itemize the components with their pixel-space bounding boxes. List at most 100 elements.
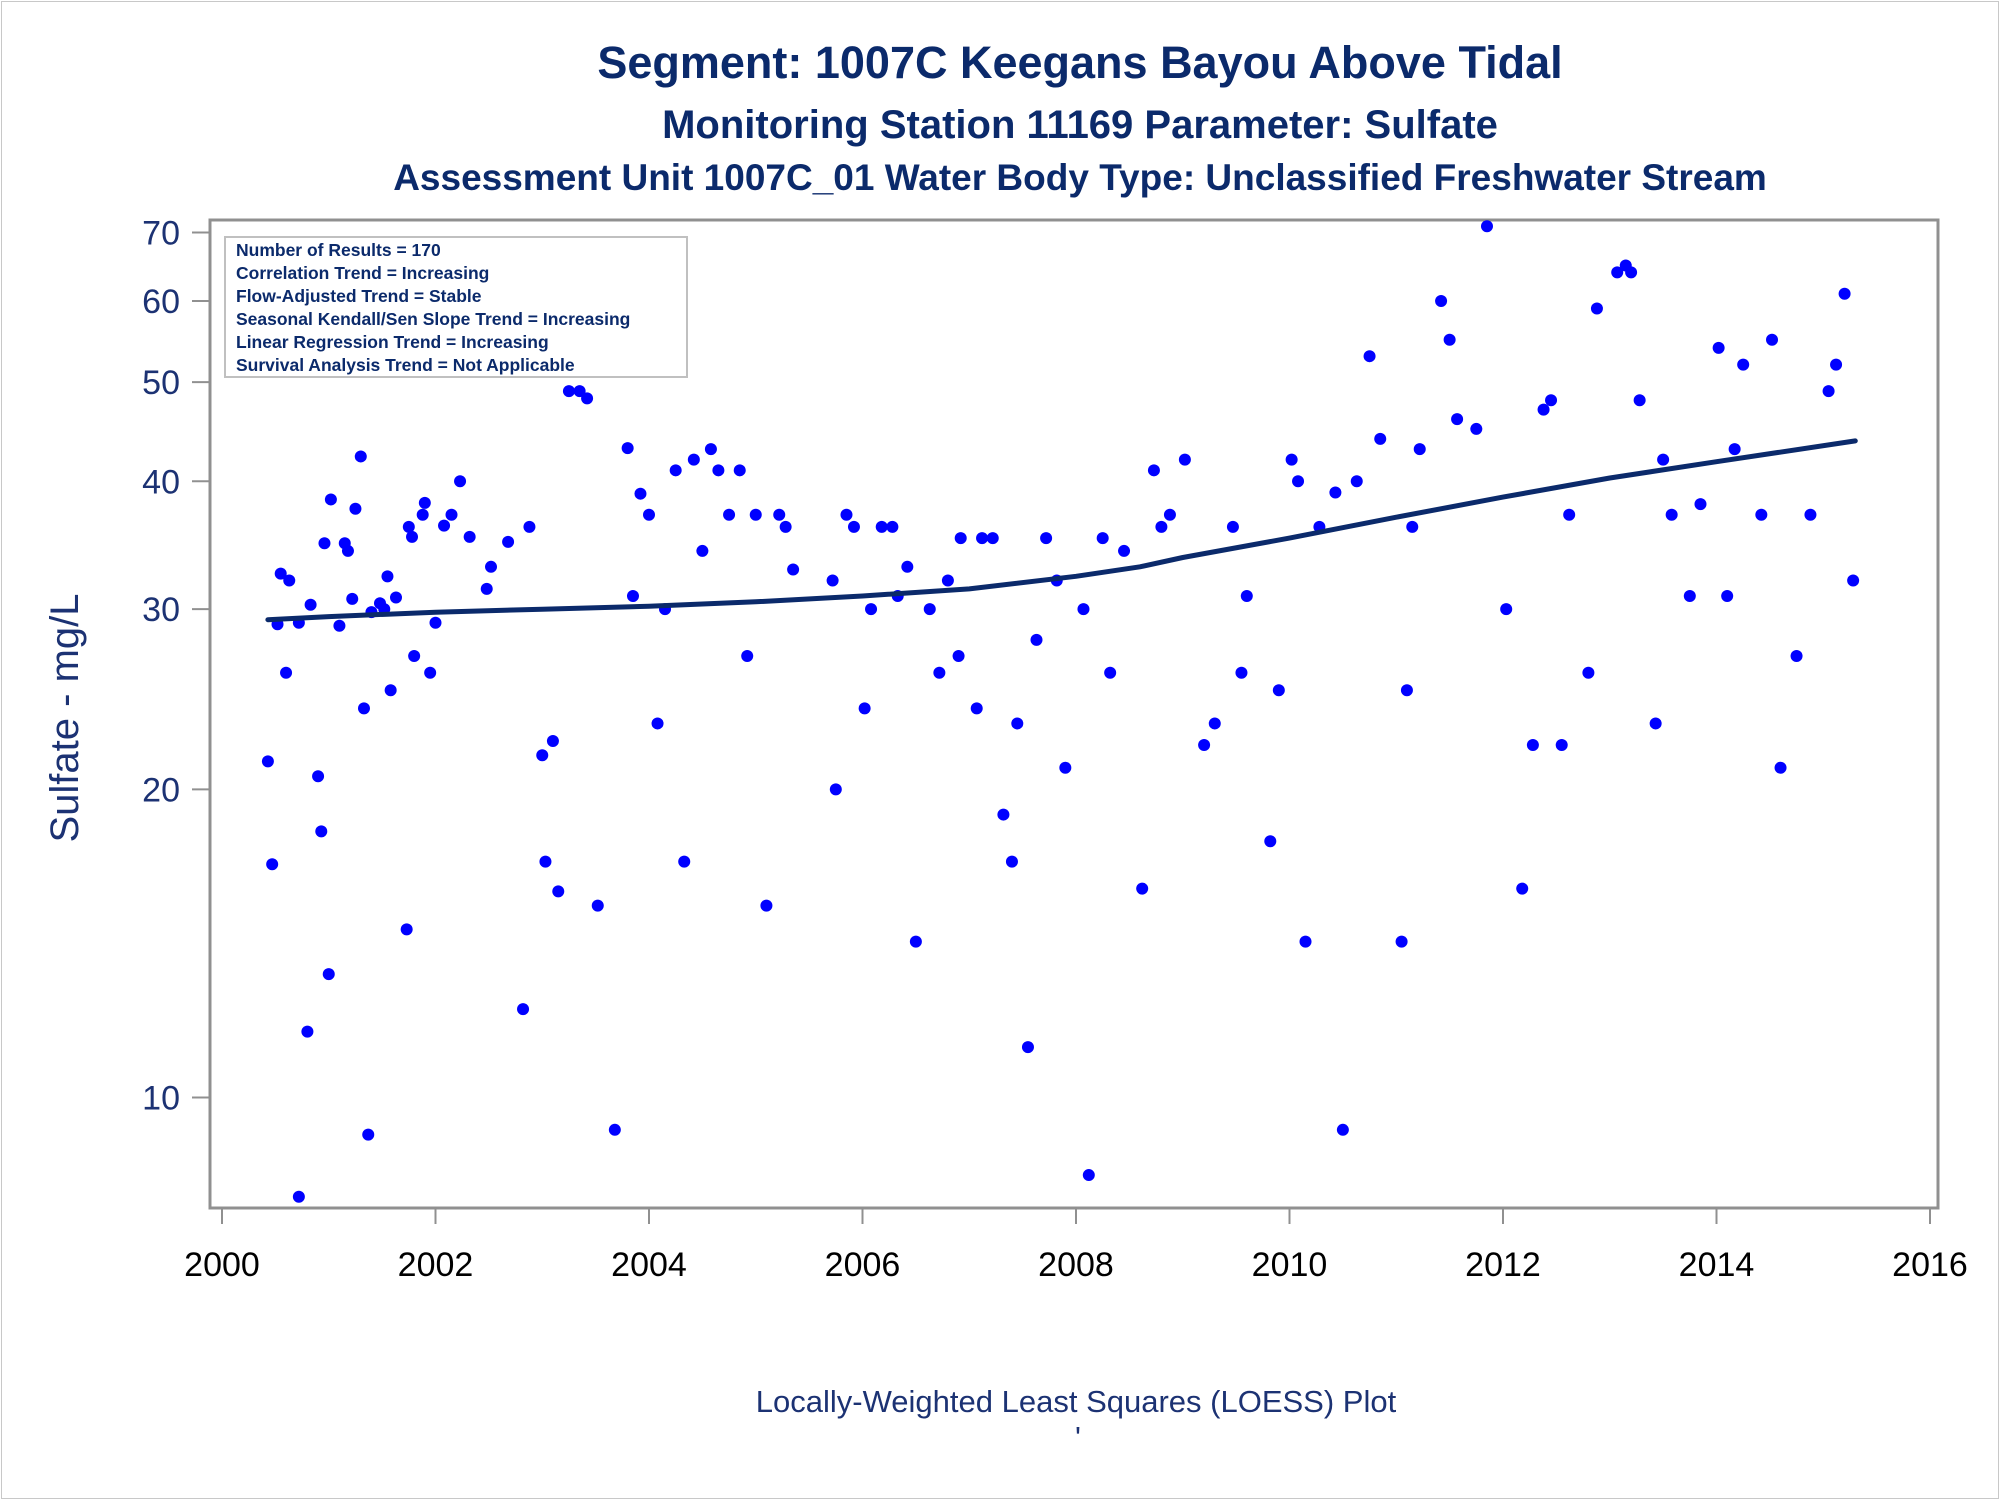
- data-point: [1737, 358, 1750, 371]
- data-point: [923, 603, 936, 616]
- data-point: [1657, 453, 1670, 466]
- data-point: [997, 808, 1010, 821]
- data-point: [733, 464, 746, 477]
- data-point: [1611, 266, 1624, 279]
- trend-layer: [265, 438, 1858, 623]
- data-point: [1545, 394, 1558, 407]
- data-point: [402, 520, 415, 533]
- data-point: [1011, 717, 1024, 730]
- data-point: [292, 1190, 305, 1203]
- data-point: [1350, 475, 1363, 488]
- data-point: [1563, 508, 1576, 521]
- chart-title: Segment: 1007C Keegans Bayou Above Tidal: [597, 37, 1562, 88]
- data-point: [438, 519, 451, 532]
- data-point: [626, 590, 639, 603]
- data-point: [1406, 520, 1419, 533]
- data-point: [1683, 590, 1696, 603]
- data-point: [315, 825, 328, 838]
- data-point: [773, 508, 786, 521]
- y-tick-label: 30: [142, 591, 180, 629]
- data-point: [480, 582, 493, 595]
- data-point: [1040, 532, 1053, 545]
- x-axis: 2000 2002 2004 2006 2008 2010 2012 2014 2016: [184, 1208, 1968, 1284]
- data-point: [1208, 717, 1221, 730]
- data-point: [1155, 520, 1168, 533]
- data-point: [1822, 385, 1835, 398]
- data-point: [1712, 341, 1725, 354]
- y-tick-label: 10: [142, 1080, 180, 1118]
- stats-box: [224, 236, 688, 378]
- data-point: [1755, 508, 1768, 521]
- data-point: [400, 923, 413, 936]
- data-point: [1443, 333, 1456, 346]
- data-point: [696, 544, 709, 557]
- x-tick-label: 2000: [184, 1246, 260, 1284]
- data-point: [1021, 1041, 1034, 1054]
- data-point: [1363, 350, 1376, 363]
- data-point: [1435, 295, 1448, 308]
- data-point: [463, 530, 476, 543]
- data-point: [741, 650, 754, 663]
- data-point: [429, 616, 442, 629]
- data-point: [333, 619, 346, 632]
- x-tick-label: 2006: [825, 1246, 901, 1284]
- data-point: [1649, 717, 1662, 730]
- chart-subtitle-station: Monitoring Station 11169 Parameter: Sulf…: [662, 103, 1498, 147]
- data-point: [322, 968, 335, 981]
- data-point: [362, 1128, 375, 1141]
- data-point: [970, 702, 983, 715]
- data-point: [349, 502, 362, 515]
- data-point: [523, 520, 536, 533]
- data-point: [712, 464, 725, 477]
- data-point: [901, 560, 914, 573]
- data-point: [1226, 520, 1239, 533]
- data-point: [454, 475, 467, 488]
- data-point: [304, 598, 317, 611]
- data-point: [1694, 498, 1707, 511]
- data-point: [941, 574, 954, 587]
- data-point: [634, 487, 647, 500]
- data-point: [829, 783, 842, 796]
- data-point: [608, 1123, 621, 1136]
- footnote-mark: ': [1075, 1420, 1081, 1455]
- x-tick-label: 2004: [611, 1246, 687, 1284]
- data-point: [933, 666, 946, 679]
- stats-line: Correlation Trend = Increasing: [236, 263, 489, 283]
- data-point: [591, 899, 604, 912]
- data-point: [283, 574, 296, 587]
- data-point: [416, 508, 429, 521]
- data-point: [651, 717, 664, 730]
- stats-line: Linear Regression Trend = Increasing: [236, 332, 549, 352]
- y-axis-label: Sulfate - mg/L: [43, 593, 87, 842]
- data-point: [952, 650, 965, 663]
- data-point: [1413, 443, 1426, 456]
- data-point: [1082, 1169, 1095, 1182]
- stats-lines: Number of Results = 170 Correlation Trend…: [236, 240, 630, 375]
- data-point: [643, 508, 655, 521]
- data-point: [445, 508, 458, 521]
- data-point: [266, 858, 279, 871]
- y-tick-label: 70: [142, 215, 180, 253]
- data-point: [1136, 882, 1149, 895]
- data-point: [886, 520, 899, 533]
- data-point: [408, 650, 421, 663]
- stats-line: Seasonal Kendall/Sen Slope Trend = Incre…: [236, 309, 630, 329]
- data-point: [1590, 302, 1603, 315]
- data-point: [976, 532, 989, 545]
- data-point: [858, 702, 871, 715]
- data-point: [621, 442, 634, 455]
- data-point: [280, 666, 293, 679]
- chart-subtitle-assessment: Assessment Unit 1007C_01 Water Body Type…: [393, 157, 1767, 198]
- y-tick-label: 60: [142, 283, 180, 321]
- x-tick-label: 2012: [1465, 1246, 1541, 1284]
- data-point: [318, 537, 331, 550]
- data-point: [1104, 666, 1117, 679]
- data-point: [1804, 508, 1817, 521]
- data-point: [1395, 935, 1408, 948]
- data-point: [1721, 590, 1734, 603]
- data-point: [390, 591, 403, 604]
- data-point: [1516, 882, 1529, 895]
- data-point: [1005, 855, 1018, 868]
